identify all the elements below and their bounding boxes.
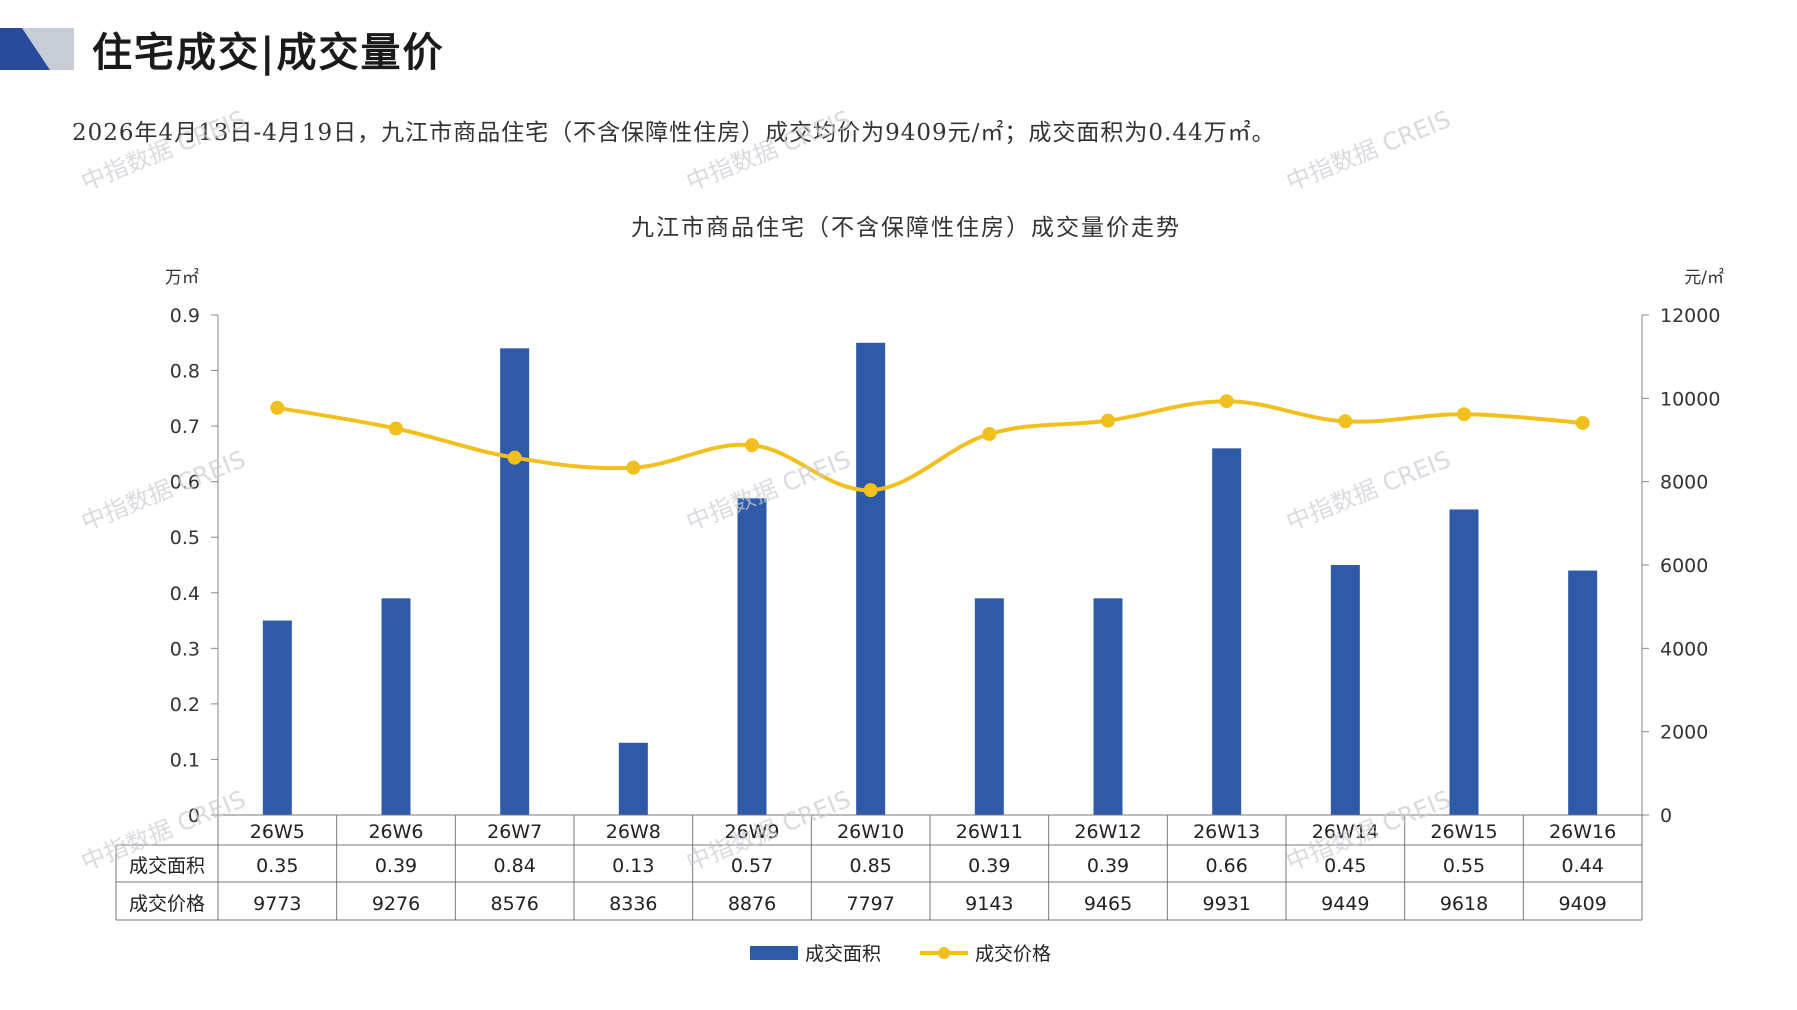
price-value-cell: 9618 <box>1440 893 1488 915</box>
corner-decoration <box>0 28 74 70</box>
price-point <box>507 450 522 465</box>
row-label-area: 成交面积 <box>129 855 205 877</box>
bar <box>1568 570 1598 815</box>
right-tick-label: 10000 <box>1660 388 1720 410</box>
right-tick-label: 8000 <box>1660 472 1708 494</box>
left-tick-label: 0.7 <box>170 416 200 438</box>
right-tick-label: 2000 <box>1660 722 1708 744</box>
price-point <box>863 483 878 498</box>
legend-line-marker <box>938 947 950 959</box>
price-value-cell: 9465 <box>1084 893 1132 915</box>
price-value-cell: 9931 <box>1202 893 1250 915</box>
left-tick-label: 0.3 <box>170 638 200 660</box>
price-value-cell: 9449 <box>1321 893 1369 915</box>
category-label: 26W7 <box>487 821 542 843</box>
area-value-cell: 0.39 <box>375 855 417 877</box>
left-tick-label: 0.9 <box>170 305 200 327</box>
category-label: 26W11 <box>956 821 1023 843</box>
area-value-cell: 0.57 <box>731 855 773 877</box>
price-point <box>1219 394 1234 409</box>
left-tick-label: 0.8 <box>170 361 200 383</box>
bar <box>618 742 648 815</box>
area-value-cell: 0.13 <box>612 855 654 877</box>
category-label: 26W15 <box>1430 821 1497 843</box>
category-label: 26W10 <box>837 821 904 843</box>
legend-bar-label: 成交面积 <box>805 943 881 965</box>
bar <box>1449 509 1479 815</box>
price-value-cell: 9773 <box>253 893 301 915</box>
bar-series <box>262 342 1598 815</box>
category-label: 26W5 <box>250 821 305 843</box>
price-value-cell: 8576 <box>490 893 538 915</box>
category-label: 26W12 <box>1074 821 1141 843</box>
area-value-cell: 0.85 <box>850 855 892 877</box>
area-value-cell: 0.39 <box>1087 855 1129 877</box>
area-value-cell: 0.84 <box>494 855 536 877</box>
legend-bar-swatch <box>750 946 798 960</box>
data-table: 26W5 0.35 9773 26W6 0.39 9276 26W7 0.84 8576 26W8… <box>115 814 1643 921</box>
left-tick-label: 0.2 <box>170 694 200 716</box>
chart-title: 九江市商品住宅（不含保障性住房）成交量价走势 <box>631 215 1181 241</box>
right-tick-label: 0 <box>1660 805 1672 827</box>
line-series <box>270 394 1590 498</box>
right-tick-label: 4000 <box>1660 638 1708 660</box>
axes: 0 0.1 0.2 0.3 0.4 0.5 0.6 0.7 0.8 0.9 0 2000 4000 600… <box>170 305 1721 827</box>
left-tick-label: 0.4 <box>170 583 200 605</box>
category-label: 26W6 <box>368 821 423 843</box>
category-label: 26W8 <box>606 821 661 843</box>
bar <box>1330 565 1360 815</box>
bar <box>856 342 886 815</box>
price-point <box>270 400 285 415</box>
bar <box>381 598 411 815</box>
category-label: 26W16 <box>1549 821 1616 843</box>
area-value-cell: 0.55 <box>1443 855 1485 877</box>
bar <box>1212 448 1242 815</box>
bar <box>737 498 767 815</box>
page-title: 住宅成交|成交量价 <box>92 29 445 76</box>
price-point <box>745 438 759 453</box>
price-value-cell: 8336 <box>609 893 657 915</box>
left-tick-label: 0.1 <box>170 749 200 771</box>
area-value-cell: 0.66 <box>1206 855 1248 877</box>
left-tick-label: 0.6 <box>170 472 200 494</box>
price-point <box>982 427 997 442</box>
price-value-cell: 9409 <box>1558 893 1606 915</box>
category-label: 26W9 <box>724 821 779 843</box>
left-tick-label: 0.5 <box>170 527 200 549</box>
price-point <box>1457 407 1471 422</box>
area-value-cell: 0.39 <box>968 855 1010 877</box>
price-point <box>1101 413 1115 428</box>
price-value-cell: 9143 <box>965 893 1013 915</box>
area-value-cell: 0.45 <box>1324 855 1366 877</box>
left-axis-unit: 万㎡ <box>165 268 199 288</box>
price-point <box>389 421 403 436</box>
price-value-cell: 9276 <box>372 893 420 915</box>
price-line <box>276 399 1583 493</box>
row-label-price: 成交价格 <box>129 893 205 915</box>
summary-text: 2026年4月13日-4月19日，九江市商品住宅（不含保障性住房）成交均价为94… <box>72 120 1276 146</box>
area-value-cell: 0.35 <box>256 855 298 877</box>
price-point <box>1575 415 1590 430</box>
right-axis-unit: 元/㎡ <box>1684 268 1724 288</box>
bar <box>500 348 530 815</box>
price-value-cell: 7797 <box>846 893 894 915</box>
price-point <box>1338 414 1353 429</box>
corner-dark-shape <box>0 28 50 70</box>
area-value-cell: 0.44 <box>1562 855 1604 877</box>
corner-light-shape <box>22 28 74 70</box>
left-tick-label: 0 <box>188 805 200 827</box>
bar <box>974 598 1004 815</box>
legend-line-label: 成交价格 <box>975 943 1051 965</box>
legend: 成交面积 成交价格 <box>750 943 1051 965</box>
price-value-cell: 8876 <box>728 893 776 915</box>
price-point <box>626 460 641 475</box>
category-label: 26W13 <box>1193 821 1260 843</box>
bar <box>1093 598 1123 815</box>
right-tick-label: 6000 <box>1660 555 1708 577</box>
bar <box>262 620 292 815</box>
category-label: 26W14 <box>1312 821 1379 843</box>
right-tick-label: 12000 <box>1660 305 1720 327</box>
